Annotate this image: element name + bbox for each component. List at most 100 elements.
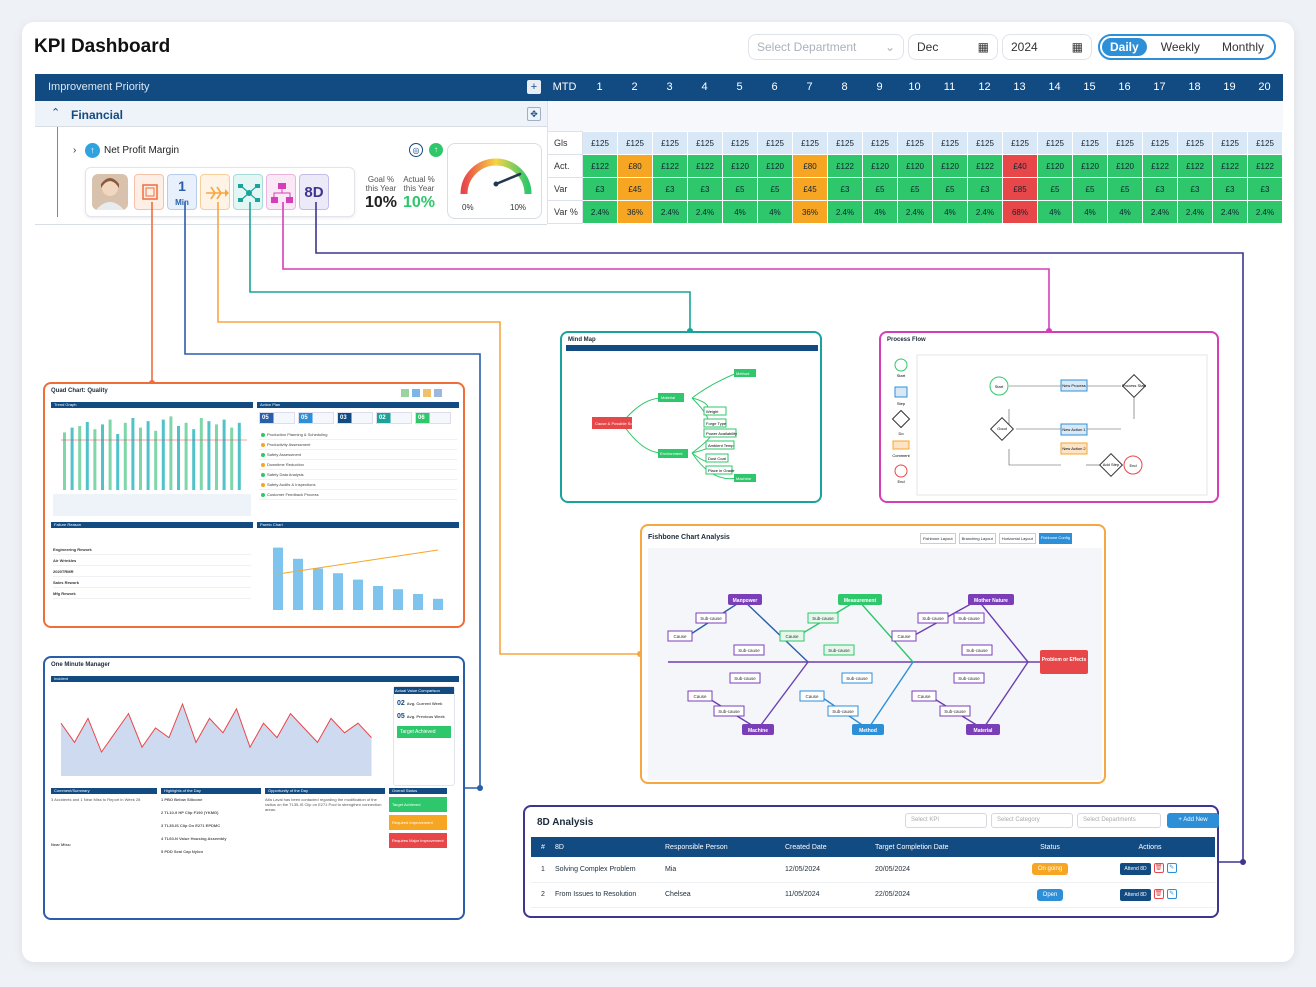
grid-cell[interactable]: £125	[1072, 131, 1108, 155]
grid-cell[interactable]: £80	[617, 154, 653, 178]
grid-cell[interactable]: £122	[1177, 154, 1213, 178]
grid-cell[interactable]: £125	[582, 131, 618, 155]
grid-cell[interactable]: £122	[687, 154, 723, 178]
quad-chart-tile[interactable]	[134, 174, 164, 210]
grid-cell[interactable]: £5	[1107, 177, 1143, 201]
grid-cell[interactable]: £125	[1037, 131, 1073, 155]
tab-fishbone-config[interactable]: Fishbone Config	[1038, 533, 1072, 544]
grid-cell[interactable]: £125	[687, 131, 723, 155]
grid-cell[interactable]: £3	[582, 177, 618, 201]
month-picker[interactable]: Dec ▦	[908, 34, 998, 60]
grid-cell[interactable]: £125	[1002, 131, 1038, 155]
tab-fishbone-layout[interactable]: Fishbone Layout	[920, 533, 956, 544]
grid-cell[interactable]: £5	[932, 177, 968, 201]
table-row[interactable]: 1 Solving Complex Problem Mia 12/05/2024…	[531, 857, 1215, 883]
financial-header[interactable]: ⌃ Financial ✥	[35, 101, 547, 127]
grid-cell[interactable]: 2.4%	[897, 200, 933, 224]
eight-d-tile[interactable]: 8D	[299, 174, 329, 210]
expand-icon[interactable]	[434, 389, 442, 397]
grid-cell[interactable]: £80	[792, 154, 828, 178]
action-row[interactable]: Safety Audits & Inspections	[259, 480, 457, 490]
grid-cell[interactable]: £3	[967, 177, 1003, 201]
action-row[interactable]: Productivity Assessment	[259, 440, 457, 450]
grid-cell[interactable]: £45	[792, 177, 828, 201]
excel-icon[interactable]	[401, 389, 409, 397]
grid-cell[interactable]: 68%	[1002, 200, 1038, 224]
fishbone-panel[interactable]: Fishbone Chart Analysis Fishbone Layout …	[640, 524, 1106, 784]
chevron-right-icon[interactable]: ›	[73, 145, 77, 157]
grid-cell[interactable]: £125	[1142, 131, 1178, 155]
grid-cell[interactable]: £5	[862, 177, 898, 201]
table-row[interactable]: 2 From Issues to Resolution Chelsea 11/0…	[531, 882, 1215, 908]
grid-cell[interactable]: £120	[757, 154, 793, 178]
period-toggle[interactable]: Daily Weekly Monthly	[1098, 34, 1276, 60]
year-picker[interactable]: 2024 ▦	[1002, 34, 1092, 60]
action-row[interactable]: Customer Feedback Process	[259, 490, 457, 500]
grid-cell[interactable]: £125	[617, 131, 653, 155]
grid-cell[interactable]: 4%	[932, 200, 968, 224]
grid-cell[interactable]: £122	[827, 154, 863, 178]
grid-cell[interactable]: £3	[1212, 177, 1248, 201]
grid-cell[interactable]: £3	[652, 177, 688, 201]
grid-cell[interactable]: £3	[1177, 177, 1213, 201]
grid-cell[interactable]: 2.4%	[582, 200, 618, 224]
grid-cell[interactable]: £125	[932, 131, 968, 155]
grid-cell[interactable]: £5	[1072, 177, 1108, 201]
grid-cell[interactable]: £125	[1247, 131, 1283, 155]
grid-cell[interactable]: £5	[722, 177, 758, 201]
grid-cell[interactable]: £125	[1177, 131, 1213, 155]
edit-icon[interactable]: ✎	[1166, 888, 1177, 899]
attend-8d-button[interactable]: Attend 8D	[1120, 888, 1151, 901]
grid-cell[interactable]: 2.4%	[1212, 200, 1248, 224]
grid-cell[interactable]: £120	[862, 154, 898, 178]
action-row[interactable]: Production Planning & Scheduling	[259, 430, 457, 440]
add-column-icon[interactable]: +	[527, 80, 541, 94]
tab-horizontal-layout[interactable]: Horizontal Layout	[998, 533, 1036, 544]
one-minute-manager-panel[interactable]: One Minute Manager Incident Actual Value…	[43, 656, 465, 920]
action-row[interactable]: Safety Data Analysis	[259, 470, 457, 480]
fishbone-tile[interactable]	[200, 174, 230, 210]
grid-cell[interactable]: 2.4%	[652, 200, 688, 224]
grid-cell[interactable]: £85	[1002, 177, 1038, 201]
grid-cell[interactable]: £3	[1142, 177, 1178, 201]
settings-icon[interactable]: ✥	[527, 107, 541, 121]
grid-cell[interactable]: £122	[1142, 154, 1178, 178]
grid-cell[interactable]: £40	[1002, 154, 1038, 178]
grid-cell[interactable]: 4%	[1072, 200, 1108, 224]
grid-cell[interactable]: £120	[1072, 154, 1108, 178]
grid-cell[interactable]: 2.4%	[1142, 200, 1178, 224]
mind-map-tile[interactable]	[233, 174, 263, 210]
grid-cell[interactable]: 2.4%	[1177, 200, 1213, 224]
view-icon[interactable]	[412, 389, 420, 397]
grid-cell[interactable]: £5	[757, 177, 793, 201]
edit-icon[interactable]	[423, 389, 431, 397]
mind-map-panel[interactable]: Mind Map Cause & Possible Solutions Mate…	[560, 331, 822, 503]
edit-icon[interactable]: ✎	[1166, 863, 1177, 874]
add-new-button[interactable]: + Add New	[1167, 813, 1219, 828]
grid-cell[interactable]: £125	[652, 131, 688, 155]
grid-cell[interactable]: £122	[967, 154, 1003, 178]
action-row[interactable]: Downtime Reduction	[259, 460, 457, 470]
grid-cell[interactable]: £3	[687, 177, 723, 201]
grid-cell[interactable]: £5	[1037, 177, 1073, 201]
process-flow-panel[interactable]: Process Flow Start Step Do Comment End S…	[879, 331, 1219, 503]
grid-cell[interactable]: £120	[1037, 154, 1073, 178]
grid-cell[interactable]: £45	[617, 177, 653, 201]
select-kpi[interactable]: Select KPI	[905, 813, 987, 828]
department-select[interactable]: Select Department ⌄	[748, 34, 904, 60]
attend-8d-button[interactable]: Attend 8D	[1120, 863, 1151, 876]
grid-cell[interactable]: 4%	[722, 200, 758, 224]
metric-row[interactable]: › ↑ Net Profit Margin	[73, 143, 179, 158]
one-minute-tile[interactable]: 1 Min	[167, 174, 197, 210]
select-category[interactable]: Select Category	[991, 813, 1073, 828]
tab-branching-layout[interactable]: Branching Layout	[958, 533, 996, 544]
select-departments[interactable]: Select Departments	[1077, 813, 1161, 828]
process-flow-tile[interactable]	[266, 174, 296, 210]
grid-cell[interactable]: 2.4%	[967, 200, 1003, 224]
period-monthly[interactable]: Monthly	[1221, 40, 1264, 54]
grid-cell[interactable]: 2.4%	[1247, 200, 1283, 224]
delete-icon[interactable]: 🗑	[1153, 863, 1164, 874]
grid-cell[interactable]: £125	[862, 131, 898, 155]
delete-icon[interactable]: 🗑	[1153, 888, 1164, 899]
grid-cell[interactable]: £122	[652, 154, 688, 178]
